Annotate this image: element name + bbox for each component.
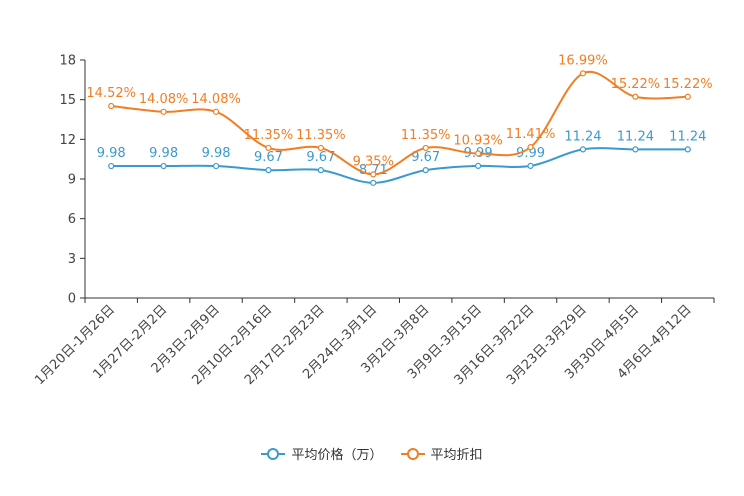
price-point (684, 146, 691, 153)
discount-data-label: 15.22% (611, 77, 661, 92)
discount-point (370, 171, 377, 178)
price-data-label: 9.67 (254, 150, 283, 165)
discount-point (160, 108, 167, 115)
discount-data-label: 11.41% (506, 127, 556, 142)
discount-data-label: 15.22% (663, 77, 713, 92)
legend-item-price[interactable]: 平均价格（万） (261, 444, 383, 463)
chart-legend: 平均价格（万） 平均折扣 (0, 444, 744, 463)
discount-point (579, 70, 587, 77)
discount-data-label: 9.35% (353, 154, 394, 169)
price-point (579, 146, 587, 153)
price-data-label: 9.67 (411, 150, 440, 165)
price-point (422, 167, 429, 174)
discount-point (422, 144, 429, 152)
discount-point (527, 144, 534, 151)
price-point (632, 146, 639, 153)
price-point (265, 167, 272, 174)
price-point (317, 167, 324, 174)
price-point (475, 162, 482, 170)
legend-discount-label: 平均折扣 (430, 448, 483, 463)
price-data-label: 9.99 (516, 146, 545, 161)
price-point (160, 162, 167, 170)
y-tick-label: 15 (59, 93, 76, 108)
price-data-label: 11.24 (564, 129, 601, 144)
legend-price-marker-icon (261, 447, 286, 460)
price-data-label: 9.98 (202, 146, 231, 161)
y-tick-label: 3 (68, 252, 76, 267)
price-point (370, 179, 377, 186)
line-chart: 03691215181月20日-1月26日1月27日-2月2日2月3日-2月9日… (32, 53, 715, 388)
discount-data-label: 11.35% (296, 128, 346, 143)
discount-point (632, 93, 639, 100)
series-discount-line (111, 70, 688, 176)
y-tick-label: 6 (68, 212, 76, 227)
discount-point (108, 102, 115, 110)
legend-price-label: 平均价格（万） (291, 448, 383, 463)
price-data-label: 9.98 (149, 146, 178, 161)
price-point (108, 162, 115, 170)
discount-data-label: 14.52% (86, 86, 136, 101)
discount-point (317, 144, 324, 152)
price-point (212, 162, 220, 170)
discount-data-label: 11.35% (244, 128, 294, 143)
discount-point (684, 93, 691, 100)
discount-point (265, 144, 272, 152)
price-data-label: 11.24 (617, 129, 654, 144)
discount-point (475, 150, 482, 157)
discount-point (212, 108, 220, 115)
y-tick-label: 18 (59, 54, 76, 69)
discount-data-label: 14.08% (191, 92, 241, 107)
price-point (527, 162, 534, 170)
price-data-label: 9.98 (97, 146, 126, 161)
y-tick-label: 9 (68, 173, 76, 188)
discount-data-label: 11.35% (401, 128, 451, 143)
legend-item-discount[interactable]: 平均折扣 (400, 444, 483, 463)
y-tick-label: 0 (68, 292, 76, 307)
series-price-line (111, 147, 688, 184)
y-tick-label: 12 (59, 133, 76, 148)
legend-discount-marker-icon (400, 447, 425, 460)
discount-data-label: 10.93% (453, 133, 503, 148)
price-data-label: 11.24 (669, 129, 706, 144)
discount-data-label: 14.08% (139, 92, 189, 107)
discount-data-label: 16.99% (558, 53, 608, 68)
price-data-label: 9.67 (306, 150, 335, 165)
